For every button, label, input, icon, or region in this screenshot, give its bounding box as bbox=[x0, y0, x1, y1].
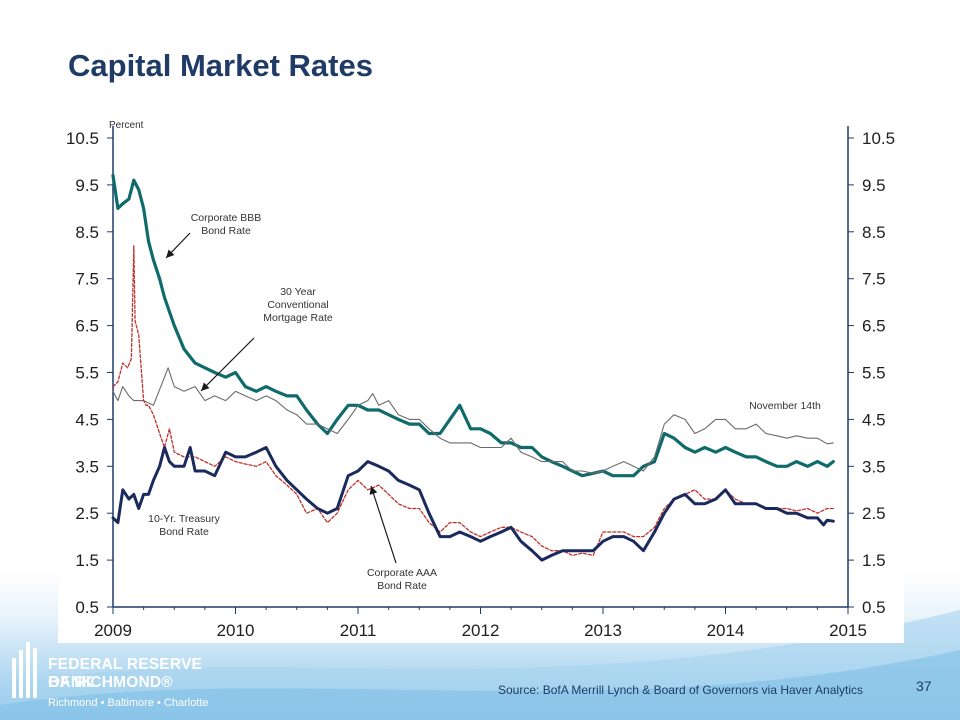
logo-line-1: FEDERAL RESERVE BANK bbox=[48, 656, 203, 691]
series-line-aaa bbox=[112, 245, 834, 557]
annotation-bbb: Bond Rate bbox=[201, 225, 251, 237]
y-tick-label-right: 0.5 bbox=[862, 598, 886, 617]
annotation-mortgage: 30 Year bbox=[280, 286, 316, 298]
y-tick-label-left: 7.5 bbox=[75, 270, 99, 289]
annotation-aaa: Corporate AAA bbox=[367, 567, 437, 579]
x-tick-label: 2012 bbox=[462, 621, 500, 640]
y-tick-label-left: 1.5 bbox=[75, 551, 99, 570]
y-tick-label-left: 0.5 bbox=[75, 598, 99, 617]
annotation-aaa: Bond Rate bbox=[377, 580, 427, 592]
y-tick-label-right: 8.5 bbox=[862, 223, 886, 242]
y-tick-label-left: 3.5 bbox=[75, 457, 99, 476]
logo-mark-icon bbox=[12, 642, 37, 698]
y-tick-label-right: 4.5 bbox=[862, 410, 886, 429]
logo-line-3: Richmond • Baltimore • Charlotte bbox=[48, 697, 209, 709]
y-tick-label-left: 8.5 bbox=[75, 223, 99, 242]
page-number: 37 bbox=[916, 678, 932, 694]
annotation-treasury: 10-Yr. Treasury bbox=[148, 513, 221, 525]
y-axis-label: Percent bbox=[109, 120, 144, 131]
annotation-mortgage: Mortgage Rate bbox=[263, 312, 333, 324]
slide-title: Capital Market Rates bbox=[68, 48, 373, 83]
series-line-treasury bbox=[111, 446, 835, 562]
fed-richmond-logo: FEDERAL RESERVE BANK OF RICHMOND® Richmo… bbox=[10, 636, 250, 716]
y-tick-label-right: 6.5 bbox=[862, 317, 886, 336]
y-tick-label-right: 10.5 bbox=[862, 129, 895, 148]
y-tick-label-right: 5.5 bbox=[862, 364, 886, 383]
series-line-bbb bbox=[111, 173, 835, 478]
arrow-mortgage-head bbox=[201, 382, 210, 391]
chart-axes: 10.5 10.5 9.5 9.5 8.5 8.5 7.5 7.5 6.5 6.5 5.5 5.5 4.… bbox=[66, 120, 895, 640]
arrow-aaa-head bbox=[369, 486, 378, 495]
series-line-mortgage bbox=[112, 367, 834, 474]
annotation-treasury: Bond Rate bbox=[159, 526, 209, 538]
annotation-date: November 14th bbox=[749, 400, 821, 412]
y-tick-label-left: 4.5 bbox=[75, 410, 99, 429]
chart: 10.5 10.5 9.5 9.5 8.5 8.5 7.5 7.5 6.5 6.5 5.5 5.5 4.… bbox=[66, 120, 895, 640]
chart-panel: 10.5 10.5 9.5 9.5 8.5 8.5 7.5 7.5 6.5 6.5 5.5 5.5 4.… bbox=[58, 105, 904, 643]
arrow-aaa bbox=[370, 485, 397, 564]
x-tick-label: 2013 bbox=[584, 621, 622, 640]
y-tick-label-left: 5.5 bbox=[75, 364, 99, 383]
x-tick-label: 2011 bbox=[340, 621, 377, 640]
source-note: Source: BofA Merrill Lynch & Board of Go… bbox=[498, 683, 864, 697]
y-tick-label-left: 9.5 bbox=[75, 176, 99, 195]
y-tick-label-right: 1.5 bbox=[862, 551, 886, 570]
annotation-mortgage: Conventional bbox=[267, 299, 328, 311]
x-tick-label: 2014 bbox=[707, 621, 745, 640]
y-tick-label-left: 10.5 bbox=[66, 129, 99, 148]
annotation-bbb: Corporate BBB bbox=[191, 212, 262, 224]
arrow-bbb-head bbox=[166, 249, 175, 258]
x-tick-label: 2015 bbox=[829, 621, 867, 640]
y-tick-label-right: 9.5 bbox=[862, 176, 886, 195]
y-tick-label-right: 7.5 bbox=[862, 270, 886, 289]
x-tick-label: 2009 bbox=[94, 621, 132, 640]
arrow-mortgage bbox=[200, 337, 255, 392]
y-tick-label-right: 2.5 bbox=[862, 504, 886, 523]
x-tick-label: 2010 bbox=[217, 621, 255, 640]
chart-series bbox=[111, 173, 835, 562]
y-tick-label-left: 6.5 bbox=[75, 317, 99, 336]
y-tick-label-right: 3.5 bbox=[862, 457, 886, 476]
y-tick-label-left: 2.5 bbox=[75, 504, 99, 523]
logo-line-2: OF RICHMOND® bbox=[48, 674, 173, 691]
